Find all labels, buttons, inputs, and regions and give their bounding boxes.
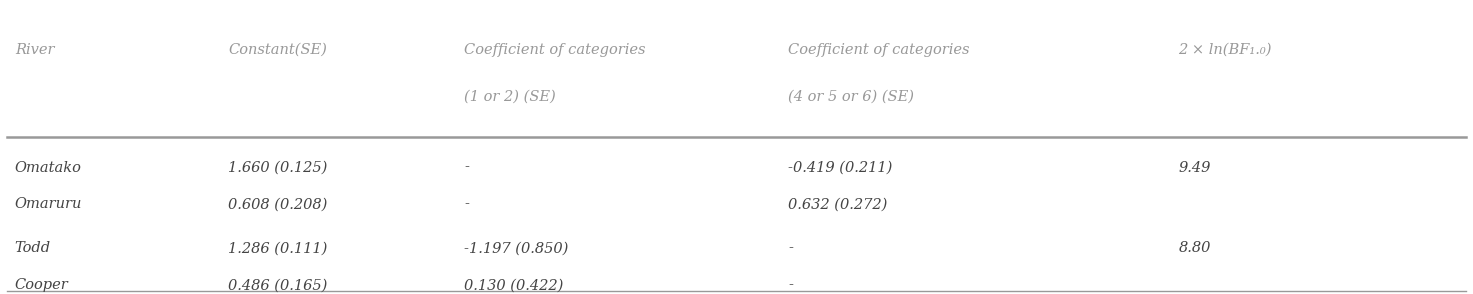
Text: 0.632 (0.272): 0.632 (0.272) [788, 197, 887, 211]
Text: Todd: Todd [15, 241, 52, 255]
Text: 1.660 (0.125): 1.660 (0.125) [228, 161, 327, 175]
Text: (1 or 2) (SE): (1 or 2) (SE) [464, 90, 555, 104]
Text: 1.286 (0.111): 1.286 (0.111) [228, 241, 327, 255]
Text: Coefficient of categories: Coefficient of categories [464, 43, 645, 57]
Text: River: River [15, 43, 55, 57]
Text: 2 × ln(BF₁.₀): 2 × ln(BF₁.₀) [1178, 43, 1271, 57]
Text: 0.486 (0.165): 0.486 (0.165) [228, 278, 327, 292]
Text: Coefficient of categories: Coefficient of categories [788, 43, 969, 57]
Text: -: - [788, 241, 792, 255]
Text: (4 or 5 or 6) (SE): (4 or 5 or 6) (SE) [788, 90, 915, 104]
Text: -: - [788, 278, 792, 292]
Text: -: - [464, 197, 468, 211]
Text: 0.130 (0.422): 0.130 (0.422) [464, 278, 563, 292]
Text: Omatako: Omatako [15, 161, 81, 175]
Text: 0.608 (0.208): 0.608 (0.208) [228, 197, 327, 211]
Text: Omaruru: Omaruru [15, 197, 82, 211]
Text: Cooper: Cooper [15, 278, 68, 292]
Text: -1.197 (0.850): -1.197 (0.850) [464, 241, 569, 255]
Text: Constant(SE): Constant(SE) [228, 43, 327, 57]
Text: 8.80: 8.80 [1178, 241, 1211, 255]
Text: -: - [464, 161, 468, 175]
Text: 9.49: 9.49 [1178, 161, 1211, 175]
Text: -0.419 (0.211): -0.419 (0.211) [788, 161, 893, 175]
